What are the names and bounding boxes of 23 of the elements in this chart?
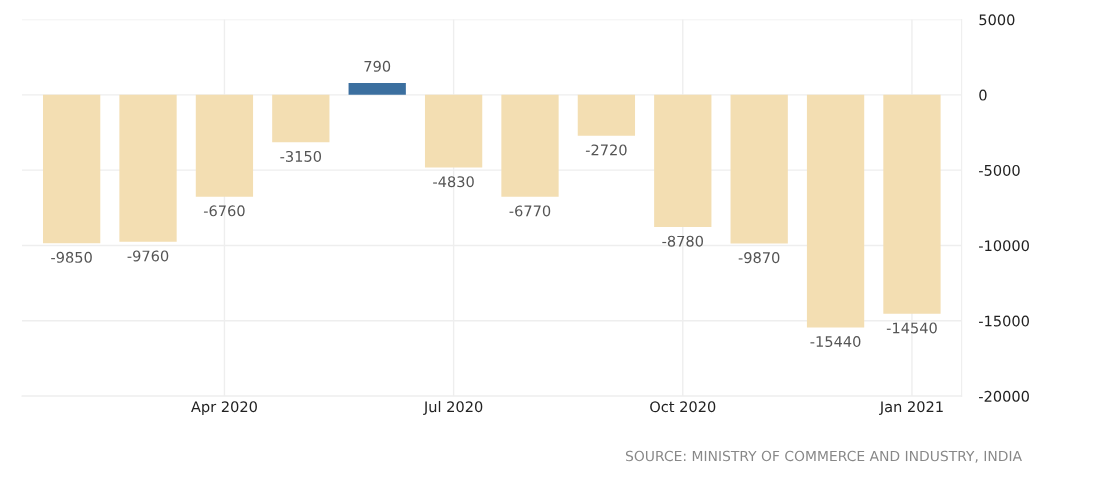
source-note: SOURCE: MINISTRY OF COMMERCE AND INDUSTRY, INDIA [625,450,1022,463]
data-label: -2720 [585,144,627,156]
data-label: -9760 [127,250,169,262]
x-tick-label: Oct 2020 [650,401,716,413]
data-label: -6760 [203,205,245,217]
data-label: 790 [364,60,391,72]
y-tick-label: -20000 [979,390,1029,402]
data-label: -14540 [886,322,937,334]
y-tick-label: -15000 [979,315,1029,327]
x-tick-label: Apr 2020 [191,401,257,416]
data-label: -3150 [280,150,322,162]
data-label: -9850 [51,251,92,263]
data-label: -15440 [810,336,861,348]
y-tick-label: -5000 [979,164,1020,176]
data-label: -6770 [509,205,551,217]
y-tick-label: -10000 [979,240,1029,252]
data-label: -9870 [738,252,780,264]
data-label: -4830 [433,176,474,188]
x-tick-label: Jan 2021 [879,401,943,415]
data-label: -8780 [662,235,704,247]
y-tick-label: 0 [979,89,987,101]
x-tick-label: Jul 2020 [423,400,483,415]
y-tick-label: 5000 [979,14,1015,26]
